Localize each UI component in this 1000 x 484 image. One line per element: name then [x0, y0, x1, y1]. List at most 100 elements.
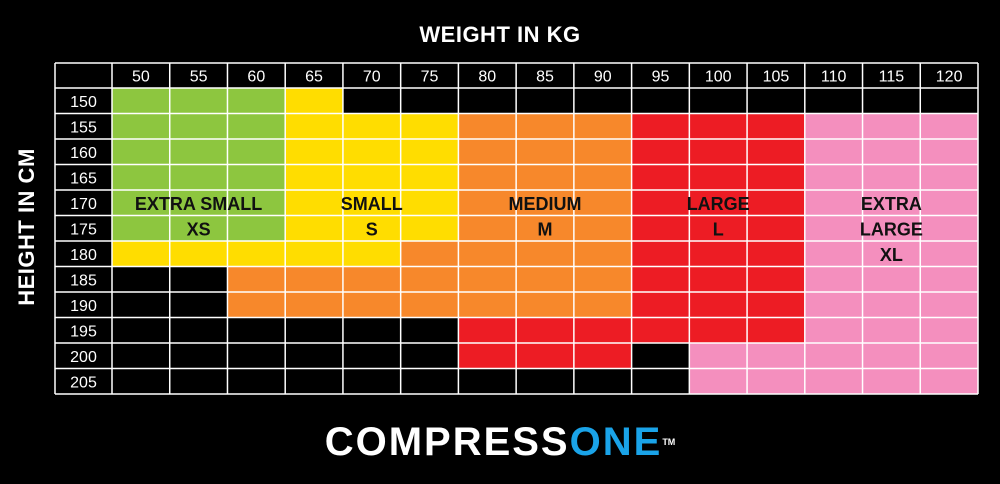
cell-190-80 — [458, 292, 517, 318]
cell-165-80 — [458, 164, 517, 190]
cell-185-60 — [227, 266, 286, 292]
cell-175-110 — [804, 215, 863, 241]
x-axis-title: WEIGHT IN KG — [419, 22, 581, 47]
cell-195-120 — [920, 317, 978, 343]
cell-200-55 — [169, 343, 228, 369]
cell-185-70 — [342, 266, 401, 292]
x-tick-label: 110 — [821, 69, 847, 86]
cell-150-80 — [458, 88, 517, 114]
cell-180-65 — [285, 241, 343, 267]
cell-155-120 — [920, 113, 978, 139]
cell-150-55 — [169, 88, 228, 114]
cell-200-105 — [747, 343, 805, 369]
cell-185-50 — [112, 266, 170, 292]
cell-155-105 — [747, 113, 805, 139]
cell-185-120 — [920, 266, 978, 292]
cell-150-65 — [285, 88, 343, 114]
cell-155-70 — [342, 113, 401, 139]
cell-190-65 — [285, 292, 343, 318]
cell-155-80 — [458, 113, 517, 139]
size-label-l: LARGE — [687, 194, 750, 214]
cell-190-115 — [862, 292, 921, 318]
cell-195-85 — [516, 317, 574, 343]
cell-185-90 — [573, 266, 632, 292]
cell-195-90 — [573, 317, 632, 343]
cell-170-120 — [920, 190, 978, 216]
cell-160-100 — [689, 139, 748, 165]
cell-200-85 — [516, 343, 574, 369]
cell-160-110 — [804, 139, 863, 165]
y-tick-label: 155 — [70, 119, 97, 136]
x-tick-label: 65 — [305, 69, 323, 86]
cell-160-60 — [227, 139, 286, 165]
cell-190-105 — [747, 292, 805, 318]
cell-205-85 — [516, 368, 574, 394]
cell-155-50 — [112, 113, 170, 139]
cell-180-80 — [458, 241, 517, 267]
cell-205-65 — [285, 368, 343, 394]
x-tick-label: 60 — [247, 69, 265, 86]
cell-175-80 — [458, 215, 517, 241]
cell-185-105 — [747, 266, 805, 292]
cell-180-120 — [920, 241, 978, 267]
cell-160-90 — [573, 139, 632, 165]
cell-200-60 — [227, 343, 286, 369]
cell-165-85 — [516, 164, 574, 190]
size-label-s: SMALL — [341, 194, 403, 214]
cell-165-50 — [112, 164, 170, 190]
cell-150-105 — [747, 88, 805, 114]
cell-180-90 — [573, 241, 632, 267]
logo-text-blue: ONE — [569, 420, 663, 464]
cell-175-50 — [112, 215, 170, 241]
logo-text-white: COMPRESS — [324, 420, 570, 464]
x-tick-label: 90 — [594, 69, 612, 86]
cell-180-105 — [747, 241, 805, 267]
size-chart-grid: 50 55 60 65 70 75 80 85 90 95 100 105 110 115 120 150 15… — [54, 62, 979, 395]
cell-170-70 — [342, 190, 401, 216]
cell-190-70 — [342, 292, 401, 318]
cell-200-100 — [689, 343, 748, 369]
cell-155-55 — [169, 113, 228, 139]
cell-205-105 — [747, 368, 805, 394]
cell-180-115 — [862, 241, 921, 267]
cell-180-70 — [342, 241, 401, 267]
cell-190-100 — [689, 292, 748, 318]
cell-160-120 — [920, 139, 978, 165]
cell-160-65 — [285, 139, 343, 165]
cell-175-95 — [631, 215, 690, 241]
x-tick-label: 85 — [536, 69, 554, 86]
cell-165-110 — [804, 164, 863, 190]
cell-200-50 — [112, 343, 170, 369]
cell-185-85 — [516, 266, 574, 292]
cell-195-110 — [804, 317, 863, 343]
cell-165-65 — [285, 164, 343, 190]
cell-180-100 — [689, 241, 748, 267]
cell-200-110 — [804, 343, 863, 369]
cell-175-100 — [689, 215, 748, 241]
cell-205-70 — [342, 368, 401, 394]
size-label-xl: LARGE — [860, 219, 923, 239]
cell-205-90 — [573, 368, 632, 394]
cell-180-50 — [112, 241, 170, 267]
cell-195-115 — [862, 317, 921, 343]
cell-205-115 — [862, 368, 921, 394]
cell-185-115 — [862, 266, 921, 292]
cell-150-110 — [804, 88, 863, 114]
y-tick-label: 160 — [70, 145, 97, 162]
cell-200-90 — [573, 343, 632, 369]
cell-160-85 — [516, 139, 574, 165]
cell-155-85 — [516, 113, 574, 139]
cell-180-110 — [804, 241, 863, 267]
cell-205-100 — [689, 368, 748, 394]
cell-165-120 — [920, 164, 978, 190]
cell-155-110 — [804, 113, 863, 139]
cell-190-50 — [112, 292, 170, 318]
compressone-logo: COMPRESSONETM — [0, 420, 1000, 464]
cell-195-55 — [169, 317, 228, 343]
cell-190-90 — [573, 292, 632, 318]
cell-195-100 — [689, 317, 748, 343]
cell-175-75 — [400, 215, 459, 241]
cell-205-55 — [169, 368, 228, 394]
cell-170-65 — [285, 190, 343, 216]
y-tick-label: 180 — [70, 247, 97, 264]
